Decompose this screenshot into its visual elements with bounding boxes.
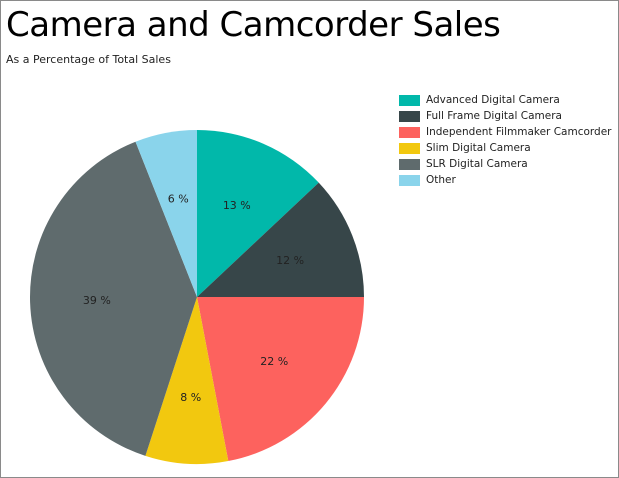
legend-swatch bbox=[399, 174, 420, 186]
legend-item[interactable]: Full Frame Digital Camera bbox=[399, 108, 611, 124]
legend: Advanced Digital Camera Full Frame Digita… bbox=[399, 92, 611, 188]
legend-swatch bbox=[399, 110, 420, 122]
data-label: 6 % bbox=[168, 193, 189, 206]
chart-title: Camera and Camcorder Sales bbox=[6, 5, 501, 45]
data-label: 12 % bbox=[276, 254, 304, 267]
legend-label: Slim Digital Camera bbox=[426, 142, 531, 154]
legend-label: Advanced Digital Camera bbox=[426, 94, 560, 106]
legend-swatch bbox=[399, 158, 420, 170]
pie-slice[interactable] bbox=[145, 297, 229, 465]
pie-slice[interactable] bbox=[29, 141, 198, 456]
legend-swatch bbox=[399, 142, 420, 154]
legend-label: Other bbox=[426, 174, 456, 186]
data-label: 22 % bbox=[260, 355, 288, 368]
legend-item[interactable]: SLR Digital Camera bbox=[399, 156, 611, 172]
pie-slice[interactable] bbox=[197, 182, 364, 297]
legend-label: Independent Filmmaker Camcorder bbox=[426, 126, 612, 138]
chart-subtitle: As a Percentage of Total Sales bbox=[6, 53, 171, 66]
legend-item[interactable]: Independent Filmmaker Camcorder bbox=[399, 124, 611, 140]
legend-item[interactable]: Slim Digital Camera bbox=[399, 140, 611, 156]
pie-slice[interactable] bbox=[197, 297, 364, 462]
data-label: 13 % bbox=[223, 199, 251, 212]
legend-swatch bbox=[399, 94, 420, 106]
legend-label: Full Frame Digital Camera bbox=[426, 110, 562, 122]
legend-swatch bbox=[399, 126, 420, 138]
data-label: 8 % bbox=[180, 391, 201, 404]
pie-slice[interactable] bbox=[135, 130, 197, 297]
legend-item[interactable]: Other bbox=[399, 172, 611, 188]
pie-slice[interactable] bbox=[197, 130, 319, 297]
legend-label: SLR Digital Camera bbox=[426, 158, 528, 170]
data-label: 39 % bbox=[83, 294, 111, 307]
legend-item[interactable]: Advanced Digital Camera bbox=[399, 92, 611, 108]
